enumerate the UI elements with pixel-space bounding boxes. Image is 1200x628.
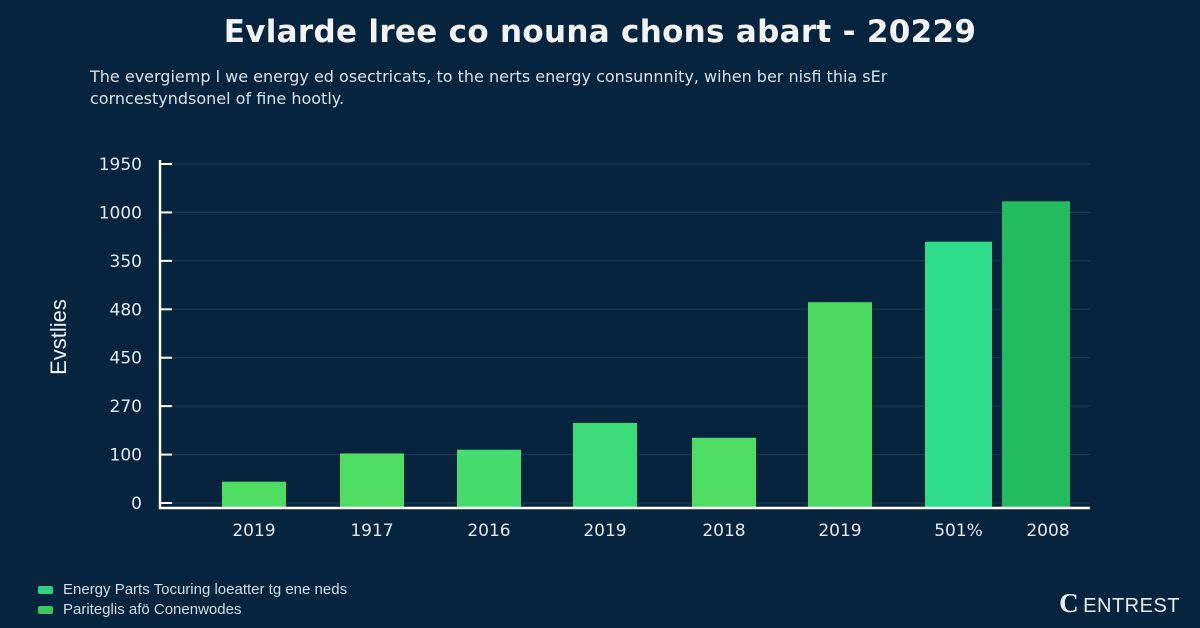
brand-text: ENTREST (1083, 595, 1180, 617)
y-tick-label: 0 (131, 494, 142, 514)
legend-item: Energy Parts Tocuring loeatter tg ene ne… (38, 580, 347, 600)
bar (340, 453, 404, 508)
x-tick-label: 2019 (818, 521, 861, 541)
bar (1002, 201, 1070, 508)
y-tick-label: 1000 (99, 203, 142, 223)
bar (457, 449, 521, 508)
brand-logo: C ENTREST (1059, 588, 1180, 619)
x-tick-label: 2018 (702, 521, 745, 541)
y-tick-label: 100 (110, 446, 142, 466)
bar (925, 241, 992, 508)
x-tick-label: 2019 (583, 521, 626, 541)
x-tick-label: 1917 (350, 521, 393, 541)
x-tick-label: 501% (934, 521, 983, 541)
x-tick-label: 2008 (1026, 521, 1069, 541)
x-tick-label: 2019 (232, 521, 275, 541)
legend-swatch (38, 586, 53, 594)
x-tick-label: 2016 (467, 521, 510, 541)
legend-item: Pariteglis afö Conenwodes (38, 600, 347, 620)
legend: Energy Parts Tocuring loeatter tg ene ne… (38, 580, 347, 620)
legend-swatch (38, 606, 53, 614)
y-tick-label: 350 (110, 252, 142, 272)
bar (808, 302, 872, 508)
y-tick-label: 270 (110, 397, 142, 417)
chart-title: Evlarde lree co nouna chons abart - 2022… (223, 14, 977, 50)
chart-subtitle: The evergiemp l we energy ed osectricats… (90, 67, 888, 108)
bar (573, 422, 637, 508)
brand-letter: C (1059, 588, 1080, 618)
y-tick-label: 480 (110, 300, 142, 320)
legend-label: Energy Parts Tocuring loeatter tg ene ne… (63, 581, 348, 598)
y-axis-label: Evstlies (46, 299, 71, 375)
bar (692, 437, 756, 508)
bar (222, 481, 286, 508)
y-tick-label: 1950 (99, 155, 142, 175)
legend-label: Pariteglis afö Conenwodes (63, 601, 242, 618)
y-tick-label: 450 (110, 349, 142, 369)
